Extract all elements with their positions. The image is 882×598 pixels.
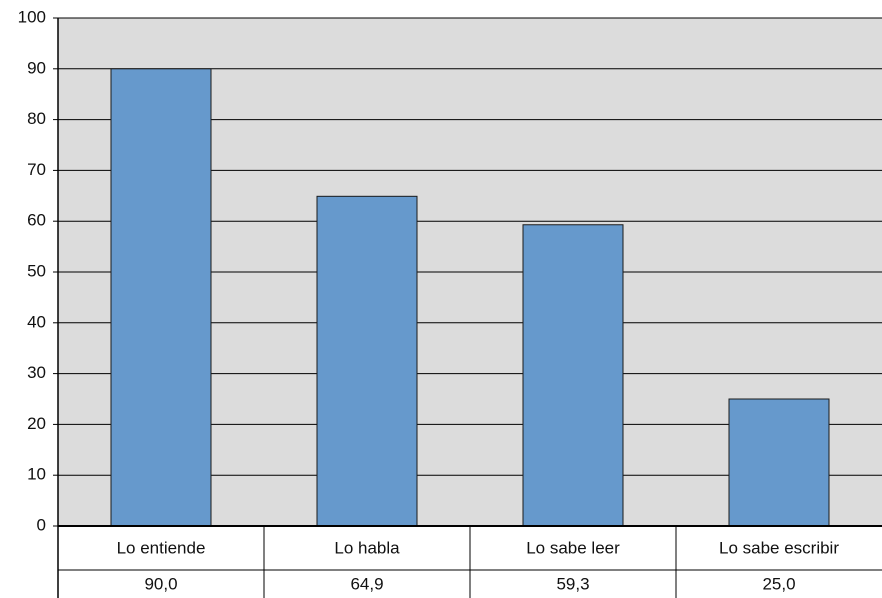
y-tick-label: 80 (27, 109, 46, 128)
x-tick-label: Lo sabe escribir (719, 538, 839, 557)
y-tick-label: 70 (27, 160, 46, 179)
y-tick-label: 60 (27, 211, 46, 230)
y-tick-label: 100 (18, 7, 46, 26)
y-tick-label: 40 (27, 312, 46, 331)
bar (522, 224, 624, 527)
table-value: 25,0 (762, 574, 795, 593)
table-value: 59,3 (556, 574, 589, 593)
y-tick-label: 10 (27, 465, 46, 484)
table-value: 64,9 (350, 574, 383, 593)
bar (728, 398, 830, 527)
x-tick-label: Lo entiende (117, 538, 206, 557)
y-tick-label: 30 (27, 363, 46, 382)
bar (110, 68, 212, 527)
x-tick-label: Lo habla (334, 538, 400, 557)
y-tick-label: 0 (37, 515, 46, 534)
y-tick-label: 50 (27, 261, 46, 280)
y-tick-label: 90 (27, 58, 46, 77)
y-tick-label: 20 (27, 414, 46, 433)
table-value: 90,0 (144, 574, 177, 593)
x-tick-label: Lo sabe leer (526, 538, 620, 557)
bar (316, 195, 418, 527)
